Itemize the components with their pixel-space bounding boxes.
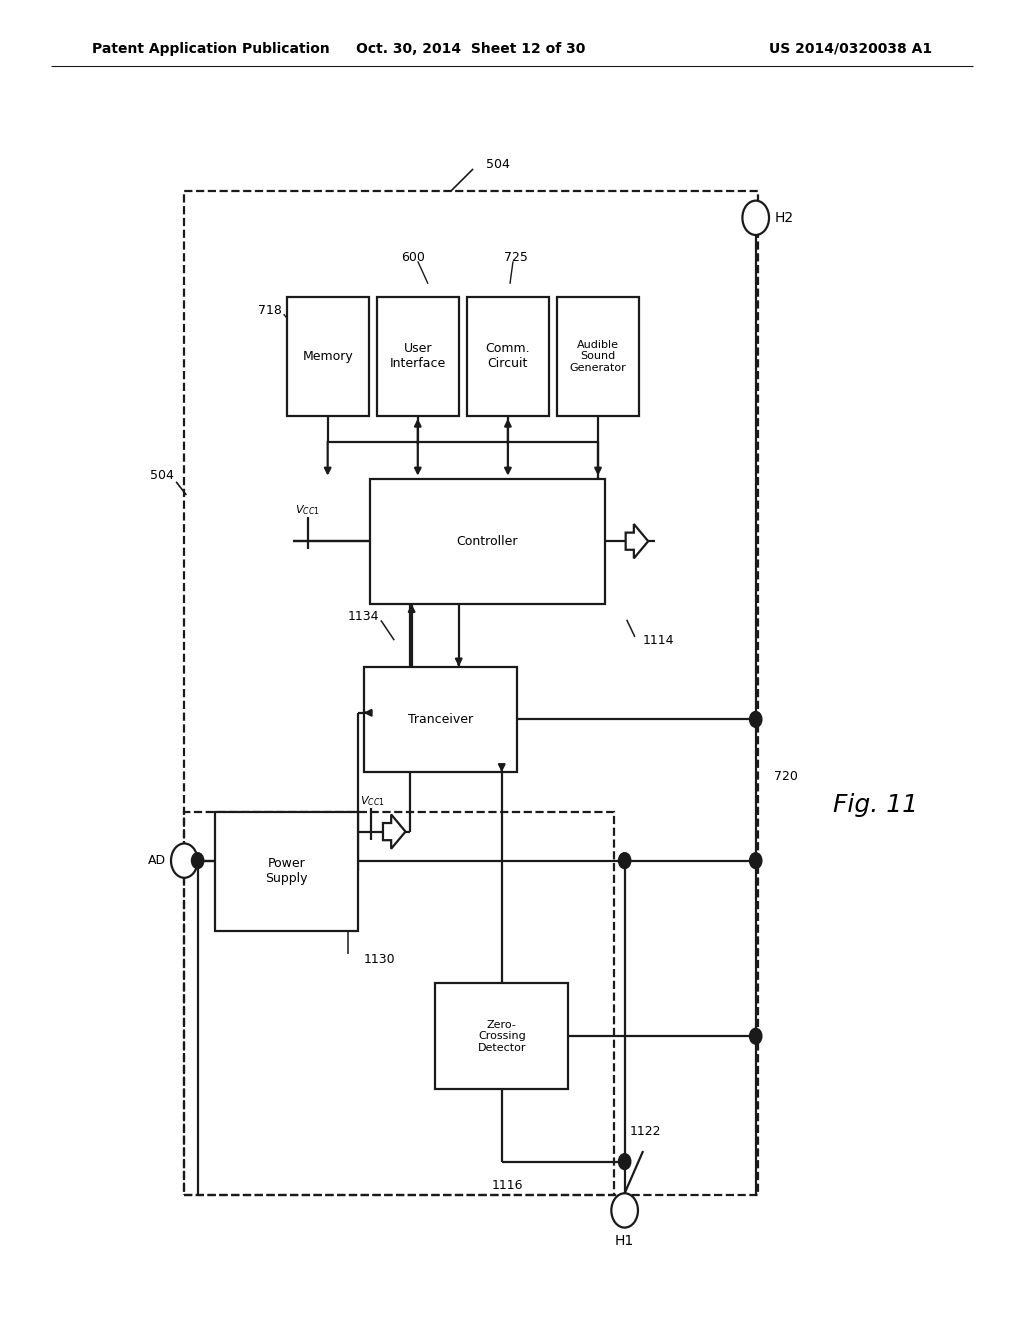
Circle shape (750, 711, 762, 727)
Text: 1122: 1122 (630, 1125, 662, 1138)
Text: Oct. 30, 2014  Sheet 12 of 30: Oct. 30, 2014 Sheet 12 of 30 (356, 42, 586, 55)
Circle shape (618, 1154, 631, 1170)
Text: AD: AD (147, 854, 166, 867)
Text: US 2014/0320038 A1: US 2014/0320038 A1 (769, 42, 932, 55)
Text: Zero-
Crossing
Detector: Zero- Crossing Detector (477, 1019, 526, 1053)
Text: 1116: 1116 (492, 1179, 523, 1192)
FancyBboxPatch shape (364, 667, 517, 772)
Text: $V_{CC1}$: $V_{CC1}$ (360, 795, 385, 808)
FancyBboxPatch shape (215, 812, 358, 931)
Text: 504: 504 (151, 469, 174, 482)
Text: 1130: 1130 (364, 953, 395, 966)
FancyBboxPatch shape (557, 297, 639, 416)
Text: 1114: 1114 (643, 635, 675, 647)
Circle shape (191, 853, 204, 869)
Text: 1134: 1134 (347, 610, 379, 623)
Text: Controller: Controller (457, 535, 518, 548)
Text: Comm.
Circuit: Comm. Circuit (485, 342, 530, 371)
Circle shape (750, 1028, 762, 1044)
Circle shape (750, 853, 762, 869)
Text: 720: 720 (774, 771, 798, 783)
Text: User
Interface: User Interface (390, 342, 445, 371)
Circle shape (742, 201, 769, 235)
Text: 504: 504 (486, 158, 510, 172)
FancyBboxPatch shape (467, 297, 549, 416)
Text: Fig. 11: Fig. 11 (833, 793, 919, 817)
Text: 718: 718 (258, 304, 282, 317)
Text: H2: H2 (774, 211, 794, 224)
FancyArrow shape (626, 524, 648, 558)
Text: 725: 725 (504, 251, 528, 264)
Text: $V_{CC1}$: $V_{CC1}$ (295, 504, 319, 517)
Text: H1: H1 (615, 1234, 634, 1249)
Text: Tranceiver: Tranceiver (408, 713, 473, 726)
FancyArrow shape (383, 814, 406, 849)
FancyBboxPatch shape (370, 479, 605, 605)
Text: 600: 600 (400, 251, 425, 264)
Circle shape (618, 853, 631, 869)
FancyBboxPatch shape (435, 983, 568, 1089)
Text: Power
Supply: Power Supply (265, 857, 308, 886)
Circle shape (171, 843, 198, 878)
Text: Patent Application Publication: Patent Application Publication (92, 42, 330, 55)
Text: Memory: Memory (302, 350, 353, 363)
FancyBboxPatch shape (377, 297, 459, 416)
Text: Audible
Sound
Generator: Audible Sound Generator (569, 339, 627, 374)
Circle shape (611, 1193, 638, 1228)
FancyBboxPatch shape (287, 297, 369, 416)
